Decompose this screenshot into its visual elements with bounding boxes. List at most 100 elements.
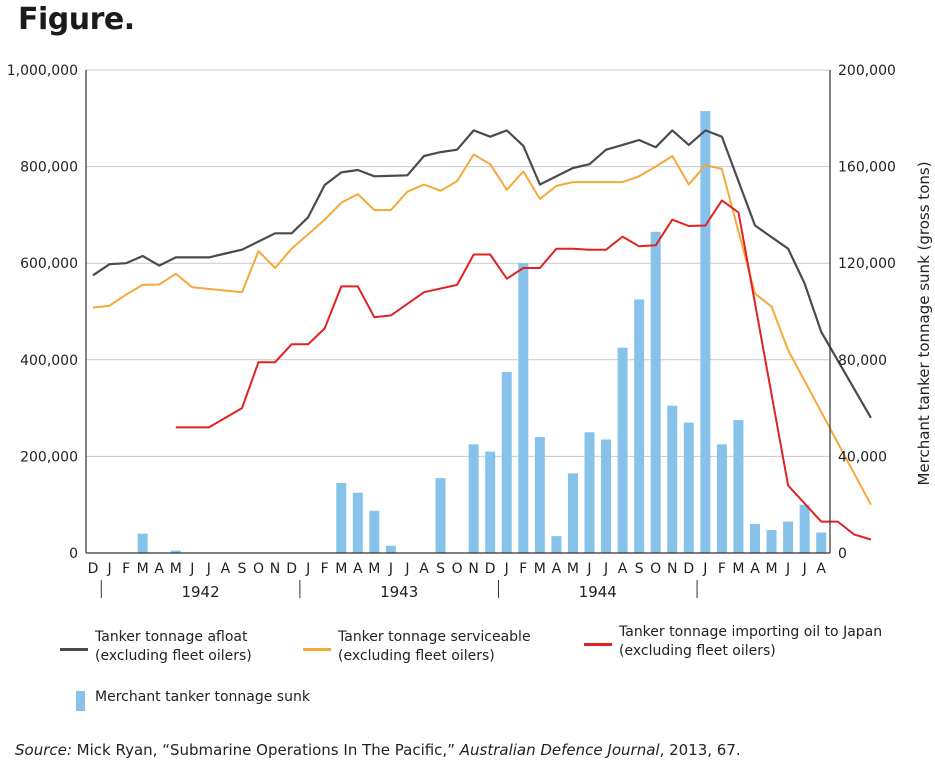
axis-labels: 0 0 200,000 40,000 400,000 80,000 600,000 120,0… (7, 63, 933, 601)
sunk-bar (667, 405, 678, 553)
y-tick-label-right: 200,000 (838, 63, 896, 79)
sunk-bar (352, 492, 363, 553)
sunk-bar (601, 439, 612, 553)
sunk-bar (816, 532, 827, 553)
x-tick-label: J (785, 561, 790, 577)
y-axis-title-right: Merchant tanker tonnage sunk (gross tons… (915, 161, 933, 485)
x-tick-label: M (766, 561, 778, 577)
sunk-bar (683, 422, 694, 553)
x-tick-label: M (137, 561, 149, 577)
y-tick-label-right: 160,000 (838, 160, 896, 176)
sunk-bar (468, 444, 479, 553)
year-label: 1944 (579, 583, 617, 601)
x-tick-label: J (702, 561, 707, 577)
x-tick-label: A (419, 561, 429, 577)
series-line-afloat (92, 129, 872, 419)
x-tick-label: A (221, 561, 231, 577)
source-author: Mick Ryan, “Submarine Operations In The … (71, 741, 460, 759)
sunk-bar (137, 533, 148, 553)
sunk-bar (369, 510, 380, 553)
series-lines (92, 129, 872, 541)
x-tick-label: O (452, 561, 463, 577)
y-tick-label-right: 40,000 (838, 449, 887, 465)
x-tick-label: J (586, 561, 591, 577)
x-tick-label: J (189, 561, 194, 577)
x-tick-label: D (683, 561, 694, 577)
legend-line2: (excluding fleet oilers) (338, 648, 495, 664)
series-line-serviceable (92, 153, 872, 506)
x-tick-label: M (567, 561, 579, 577)
series-line-importing (175, 199, 872, 541)
x-tick-label: A (750, 561, 760, 577)
y-tick-label-right: 80,000 (838, 353, 887, 369)
source-journal: Australian Defence Journal (459, 741, 660, 759)
x-tick-label: O (650, 561, 661, 577)
x-tick-label: S (635, 561, 644, 577)
sunk-bar (766, 530, 777, 553)
sunk-bar (750, 524, 760, 553)
x-tick-label: J (802, 561, 807, 577)
y-tick-label-left: 800,000 (20, 160, 78, 176)
source-rest: , 2013, 67. (659, 741, 741, 759)
sunk-bar (435, 478, 446, 553)
x-tick-label: A (816, 561, 826, 577)
x-tick-label: F (519, 561, 527, 577)
y-tick-label-left: 200,000 (20, 449, 78, 465)
x-tick-label: A (552, 561, 562, 577)
sunk-bar (518, 263, 529, 553)
sunk-bar (551, 536, 562, 553)
x-tick-label: N (468, 561, 478, 577)
sunk-bar (783, 521, 794, 553)
x-tick-label: O (253, 561, 264, 577)
legend-swatch-importing (584, 643, 612, 646)
x-tick-label: S (436, 561, 445, 577)
y-tick-label-right: 0 (838, 546, 847, 562)
sunk-bar (336, 482, 347, 553)
y-tick-label-left: 600,000 (20, 256, 78, 272)
legend-line1: Merchant tanker tonnage sunk (95, 689, 310, 705)
x-tick-label: N (270, 561, 280, 577)
figure-title: Figure. (18, 2, 135, 37)
y-tick-label-left: 1,000,000 (7, 63, 78, 79)
legend-line2: (excluding fleet oilers) (619, 643, 776, 659)
legend-swatch-sunk (76, 691, 85, 711)
x-tick-label: M (732, 561, 744, 577)
sunk-bar (170, 550, 181, 553)
legend-swatch-afloat (60, 648, 88, 651)
y-tick-label-right: 120,000 (838, 256, 896, 272)
legend-label-serviceable: Tanker tonnage serviceable (excluding fle… (338, 628, 531, 666)
legend-label-afloat: Tanker tonnage afloat (excluding fleet oi… (95, 628, 252, 666)
x-tick-label: A (618, 561, 628, 577)
sunk-bar (567, 473, 578, 553)
year-label: 1942 (181, 583, 219, 601)
x-tick-label: M (368, 561, 380, 577)
legend-line2: (excluding fleet oilers) (95, 648, 252, 664)
sunk-bar (733, 420, 744, 553)
x-tick-label: J (305, 561, 310, 577)
x-tick-label: J (106, 561, 111, 577)
x-tick-label: M (170, 561, 182, 577)
x-tick-label: J (603, 561, 608, 577)
legend-swatch-serviceable (303, 648, 331, 651)
sunk-bar (700, 111, 711, 554)
x-tick-label: M (335, 561, 347, 577)
legend-label-importing: Tanker tonnage importing oil to Japan (ex… (619, 623, 882, 661)
sunk-bar (650, 231, 661, 553)
x-tick-label: D (88, 561, 99, 577)
legend-label-sunk: Merchant tanker tonnage sunk (95, 688, 310, 707)
x-tick-label: F (122, 561, 130, 577)
source-note: Source: Mick Ryan, “Submarine Operations… (15, 741, 741, 759)
sunk-bar (485, 451, 496, 553)
sunk-bar (534, 437, 545, 553)
sunk-bar (584, 432, 595, 553)
x-tick-label: F (718, 561, 726, 577)
legend-line1: Tanker tonnage afloat (95, 629, 248, 645)
x-tick-label: D (485, 561, 496, 577)
sunk-bar (634, 299, 645, 553)
legend-line1: Tanker tonnage importing oil to Japan (619, 624, 883, 640)
x-tick-label: J (388, 561, 393, 577)
sunk-bar (799, 504, 810, 553)
x-tick-label: F (321, 561, 329, 577)
x-tick-label: A (154, 561, 164, 577)
